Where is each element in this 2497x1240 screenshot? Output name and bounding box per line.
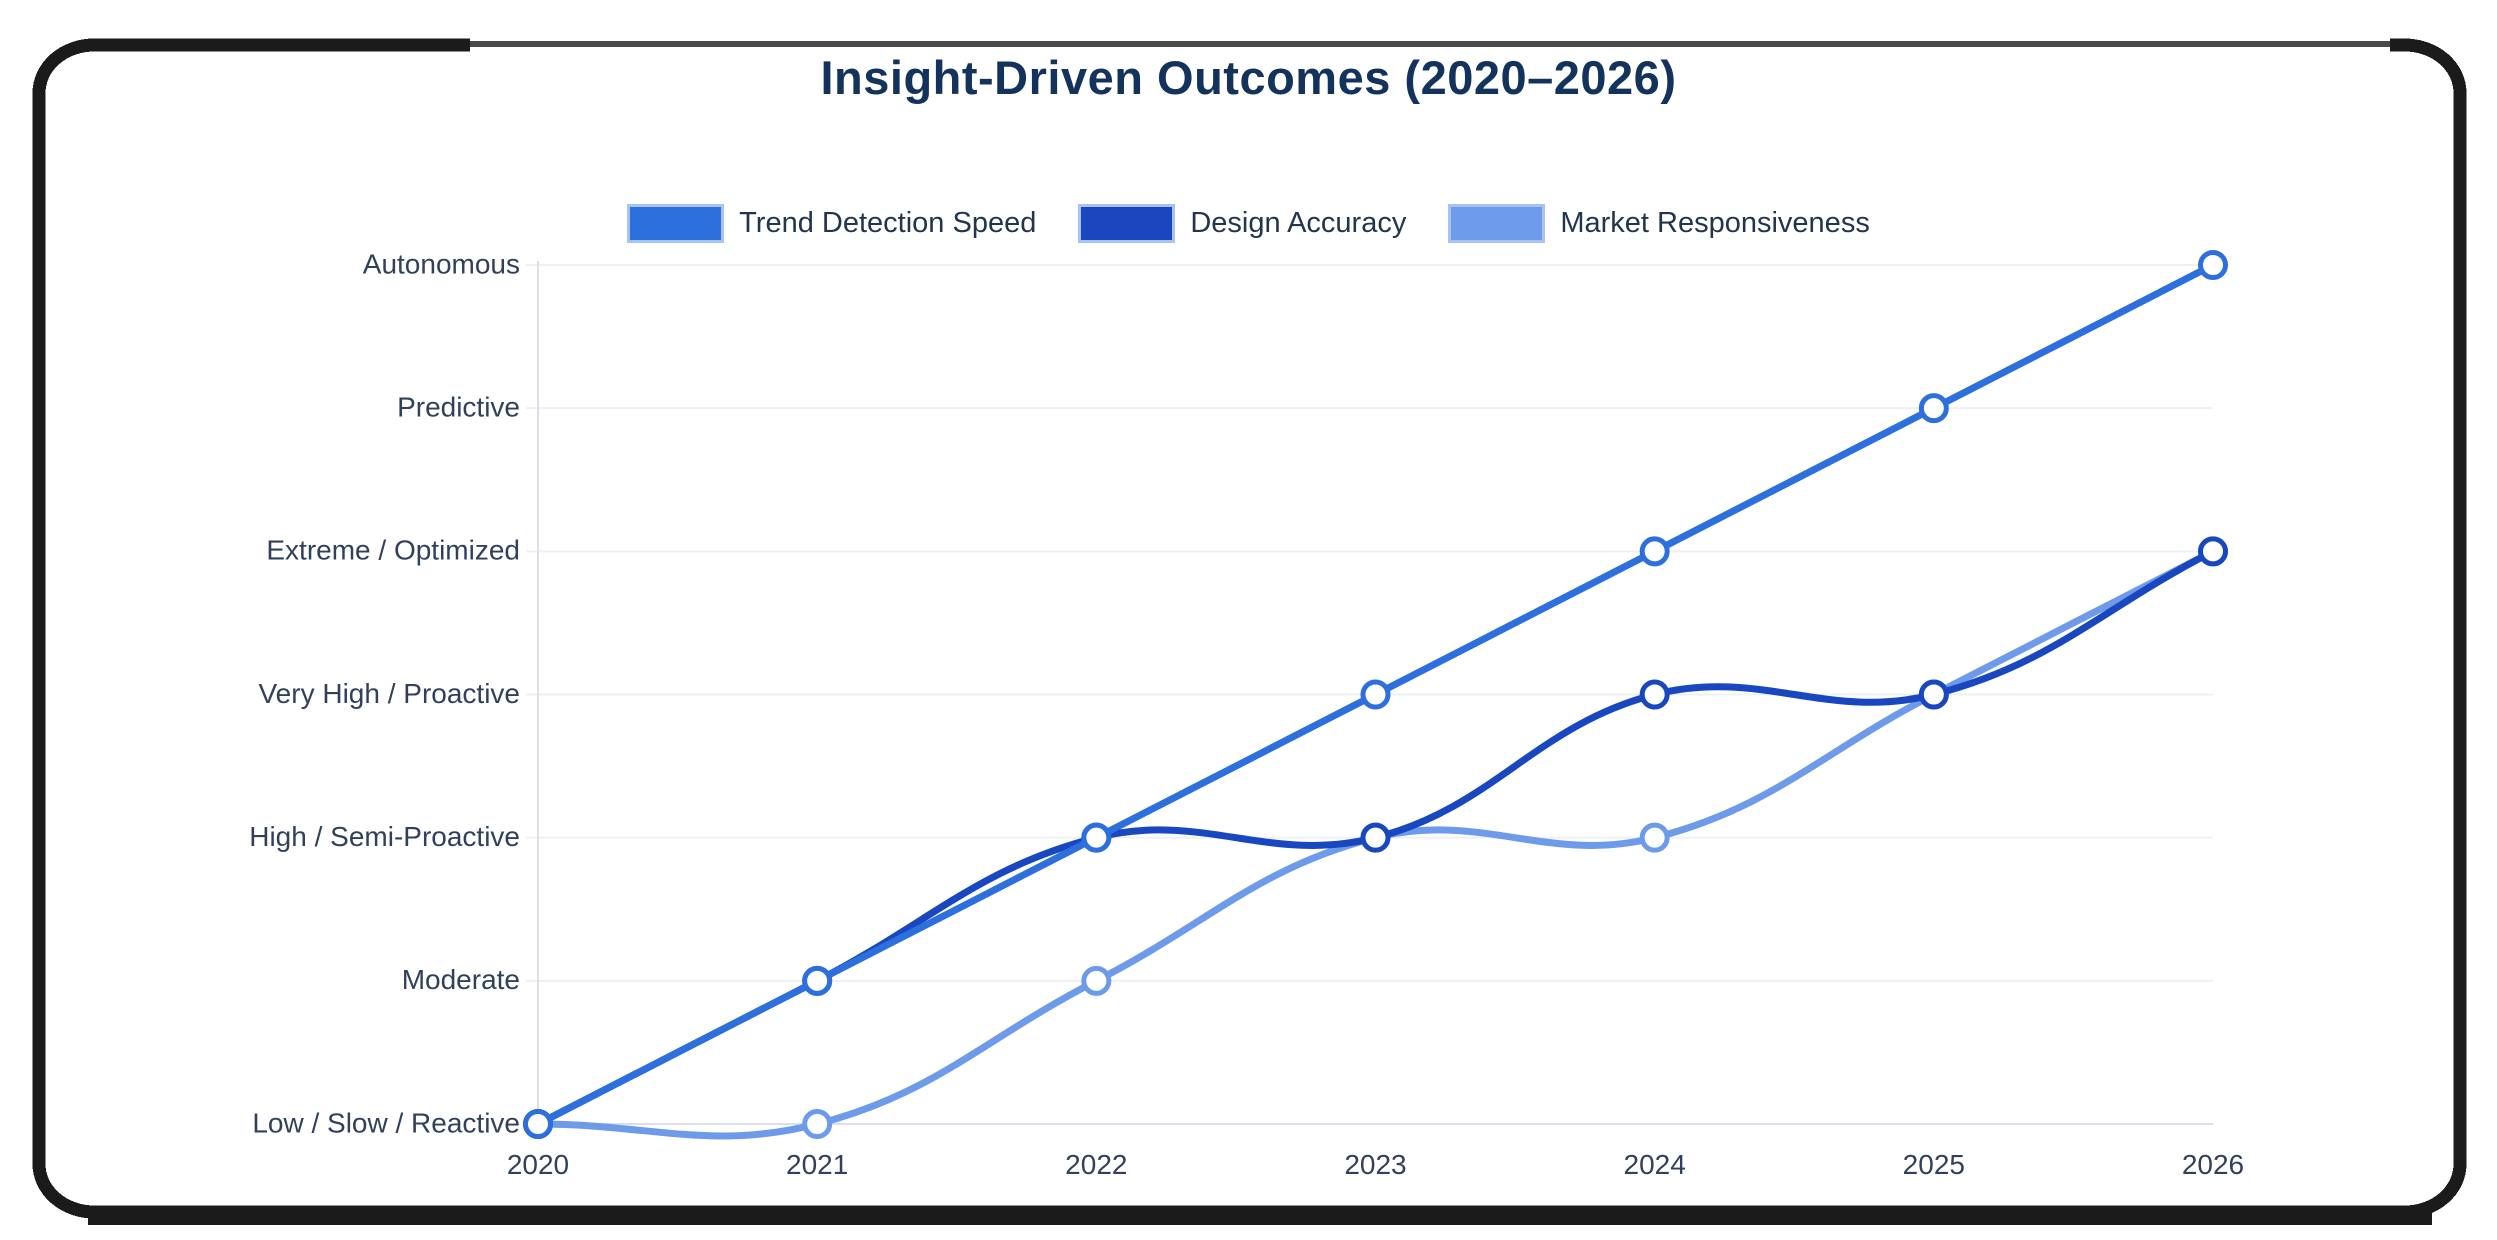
x-axis-label-2025: 2025	[1903, 1149, 1965, 1180]
data-point-trend-detection-speed-2022[interactable]	[1081, 822, 1112, 853]
data-point-trend-detection-speed-2021[interactable]	[802, 965, 833, 996]
x-axis-label-2026: 2026	[2182, 1149, 2244, 1180]
legend-item-trend-detection-speed[interactable]: Trend Detection Speed	[627, 204, 1036, 243]
x-axis-label-2021: 2021	[786, 1149, 848, 1180]
legend-label-market-responsiveness: Market Responsiveness	[1560, 207, 1870, 239]
legend-label-design-accuracy: Design Accuracy	[1190, 207, 1407, 239]
data-point-trend-detection-speed-2025[interactable]	[1918, 393, 1949, 424]
data-point-design-accuracy-2023[interactable]	[1360, 822, 1391, 853]
y-axis-label-extreme-optimized: Extreme / Optimized	[266, 535, 520, 566]
data-point-design-accuracy-2024[interactable]	[1639, 679, 1670, 710]
legend-item-design-accuracy[interactable]: Design Accuracy	[1078, 204, 1406, 243]
y-axis-label-low-slow-reactive: Low / Slow / Reactive	[252, 1107, 520, 1138]
chart-legend: Trend Detection Speed Design Accuracy Ma…	[0, 204, 2497, 243]
data-point-design-accuracy-2026[interactable]	[2198, 536, 2228, 567]
data-point-market-responsiveness-2024[interactable]	[1639, 822, 1670, 853]
data-point-market-responsiveness-2021[interactable]	[802, 1109, 833, 1139]
x-axis-label-2020: 2020	[507, 1149, 569, 1180]
y-axis-label-moderate: Moderate	[402, 964, 520, 995]
data-point-trend-detection-speed-2024[interactable]	[1639, 536, 1670, 567]
legend-item-market-responsiveness[interactable]: Market Responsiveness	[1448, 204, 1870, 243]
legend-swatch-trend-detection-speed	[627, 204, 725, 243]
data-point-trend-detection-speed-2023[interactable]	[1360, 679, 1391, 710]
x-axis-label-2023: 2023	[1344, 1149, 1406, 1180]
x-axis-label-2024: 2024	[1624, 1149, 1686, 1180]
data-point-market-responsiveness-2022[interactable]	[1081, 965, 1112, 996]
legend-swatch-market-responsiveness	[1448, 204, 1546, 243]
data-point-trend-detection-speed-2020[interactable]	[523, 1109, 553, 1139]
x-axis-label-2022: 2022	[1065, 1149, 1127, 1180]
data-point-trend-detection-speed-2026[interactable]	[2198, 250, 2228, 280]
y-axis-label-very-high-proactive: Very High / Proactive	[259, 678, 520, 709]
data-point-design-accuracy-2025[interactable]	[1918, 679, 1949, 710]
y-axis-label-autonomous: Autonomous	[363, 248, 520, 279]
legend-swatch-design-accuracy	[1078, 204, 1176, 243]
y-axis-label-high-semi-proactive: High / Semi-Proactive	[249, 821, 520, 852]
legend-label-trend-detection-speed: Trend Detection Speed	[739, 207, 1037, 239]
y-axis-label-predictive: Predictive	[397, 392, 520, 423]
